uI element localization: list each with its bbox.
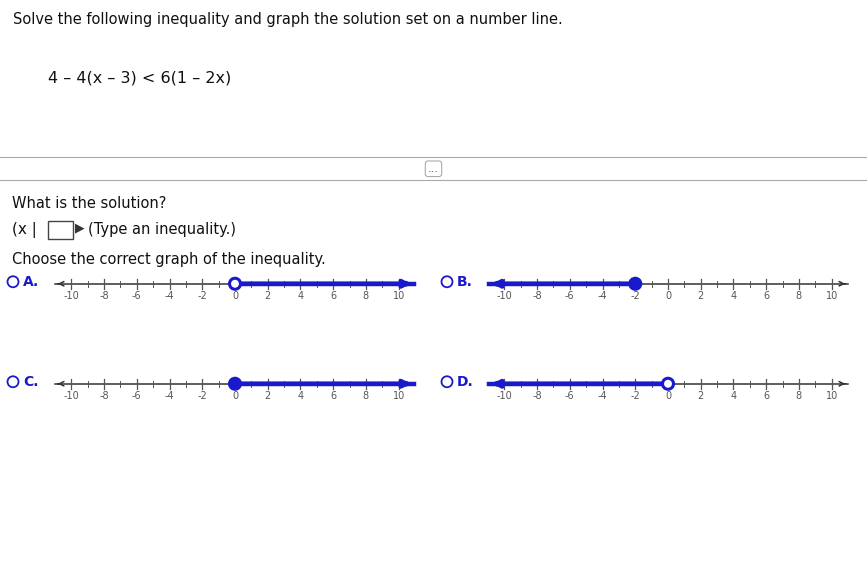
- FancyBboxPatch shape: [48, 221, 73, 239]
- Text: ▶: ▶: [75, 222, 85, 235]
- Text: -8: -8: [100, 391, 109, 401]
- Text: 0: 0: [232, 391, 238, 401]
- Text: 10: 10: [825, 391, 838, 401]
- Text: 10: 10: [393, 291, 405, 301]
- Text: 4: 4: [730, 291, 737, 301]
- Text: 6: 6: [763, 291, 769, 301]
- Circle shape: [441, 276, 453, 287]
- Text: -4: -4: [165, 391, 174, 401]
- Text: 8: 8: [796, 291, 802, 301]
- Text: -8: -8: [532, 391, 542, 401]
- Text: 10: 10: [393, 391, 405, 401]
- Text: ...: ...: [428, 164, 439, 174]
- Text: 8: 8: [796, 391, 802, 401]
- Text: Solve the following inequality and graph the solution set on a number line.: Solve the following inequality and graph…: [13, 13, 563, 28]
- Text: -10: -10: [63, 291, 79, 301]
- Text: D.: D.: [457, 374, 473, 389]
- Text: 2: 2: [698, 291, 704, 301]
- Text: -8: -8: [532, 291, 542, 301]
- Text: C.: C.: [23, 374, 38, 389]
- Circle shape: [230, 379, 240, 389]
- Text: A.: A.: [23, 275, 39, 288]
- Text: -10: -10: [497, 391, 512, 401]
- Text: (x |: (x |: [12, 222, 37, 238]
- Text: -10: -10: [63, 391, 79, 401]
- Text: -6: -6: [565, 291, 575, 301]
- Text: -6: -6: [132, 391, 141, 401]
- Text: -8: -8: [100, 291, 109, 301]
- Text: -4: -4: [165, 291, 174, 301]
- Circle shape: [629, 278, 641, 289]
- Text: -2: -2: [198, 391, 207, 401]
- Text: 6: 6: [330, 291, 336, 301]
- Circle shape: [441, 376, 453, 387]
- Text: 8: 8: [363, 291, 369, 301]
- Text: 8: 8: [363, 391, 369, 401]
- Text: 2: 2: [698, 391, 704, 401]
- Text: 0: 0: [665, 291, 671, 301]
- Text: 0: 0: [232, 291, 238, 301]
- Circle shape: [8, 376, 18, 387]
- Text: 4: 4: [730, 391, 737, 401]
- Text: Choose the correct graph of the inequality.: Choose the correct graph of the inequali…: [12, 252, 326, 267]
- Text: (Type an inequality.): (Type an inequality.): [88, 222, 236, 237]
- Circle shape: [8, 276, 18, 287]
- Text: -2: -2: [630, 391, 640, 401]
- Text: 2: 2: [264, 391, 271, 401]
- Text: What is the solution?: What is the solution?: [12, 196, 166, 211]
- Text: -4: -4: [597, 291, 608, 301]
- Text: -2: -2: [630, 291, 640, 301]
- Circle shape: [230, 278, 240, 289]
- Text: 0: 0: [665, 391, 671, 401]
- Text: -6: -6: [132, 291, 141, 301]
- Text: 4: 4: [297, 391, 303, 401]
- Text: 2: 2: [264, 291, 271, 301]
- Text: -4: -4: [597, 391, 608, 401]
- Text: 6: 6: [763, 391, 769, 401]
- Text: 10: 10: [825, 291, 838, 301]
- Text: -6: -6: [565, 391, 575, 401]
- Text: B.: B.: [457, 275, 473, 288]
- Text: 6: 6: [330, 391, 336, 401]
- Text: -2: -2: [198, 291, 207, 301]
- Text: -10: -10: [497, 291, 512, 301]
- Circle shape: [662, 379, 674, 389]
- Text: 4 – 4(x – 3) < 6(1 – 2x): 4 – 4(x – 3) < 6(1 – 2x): [48, 70, 231, 85]
- Text: 4: 4: [297, 291, 303, 301]
